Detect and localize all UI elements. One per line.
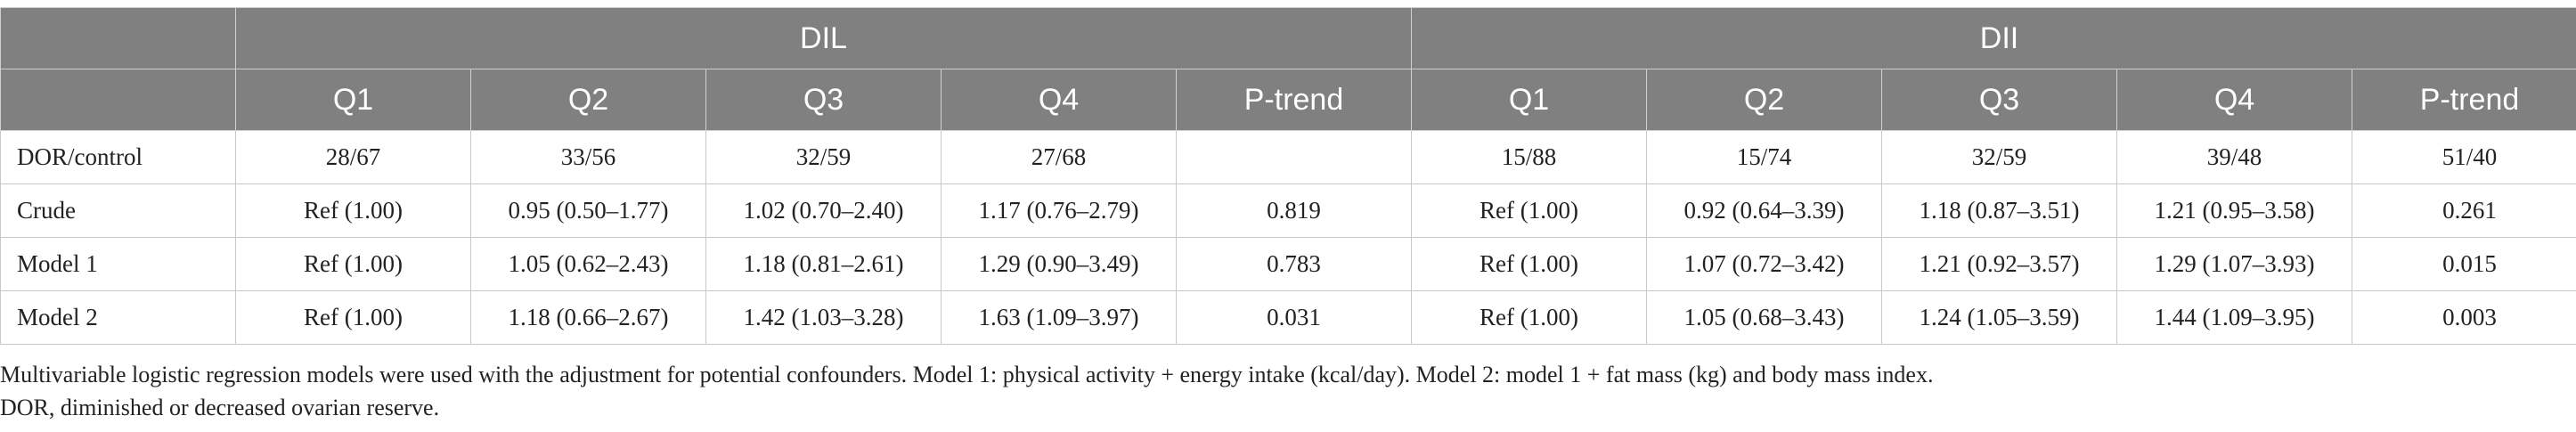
table-cell: 28/67	[235, 130, 471, 184]
table-cell: 0.031	[1175, 290, 1413, 345]
table-cell: 1.42 (1.03–3.28)	[705, 290, 942, 345]
row-label: DOR/control	[0, 130, 236, 184]
table-cell: 1.63 (1.09–3.97)	[941, 290, 1177, 345]
table-cell: 1.29 (1.07–3.93)	[2116, 237, 2353, 291]
corner-cell	[0, 69, 236, 131]
table-cell: 1.44 (1.09–3.95)	[2116, 290, 2353, 345]
column-header: Q4	[941, 69, 1177, 131]
table-cell	[1175, 130, 1413, 184]
column-header: Q3	[705, 69, 942, 131]
column-header: P-trend	[2352, 69, 2576, 131]
table-cell: 51/40	[2352, 130, 2576, 184]
row-label: Model 2	[0, 290, 236, 345]
group-header-dii: DII	[1411, 7, 2576, 69]
table-cell: 1.29 (0.90–3.49)	[941, 237, 1177, 291]
table-cell: 1.24 (1.05–3.59)	[1881, 290, 2118, 345]
table-cell: Ref (1.00)	[235, 290, 471, 345]
table-cell: Ref (1.00)	[1411, 290, 1648, 345]
table-cell: 0.261	[2352, 183, 2576, 238]
table-footnotes: Multivariable logistic regression models…	[0, 358, 2576, 424]
table-cell: 0.783	[1175, 237, 1413, 291]
table-cell: 33/56	[470, 130, 706, 184]
column-header: Q2	[1646, 69, 1883, 131]
table-cell: 1.18 (0.87–3.51)	[1881, 183, 2118, 238]
table-cell: 39/48	[2116, 130, 2353, 184]
footnote-abbreviation: DOR, diminished or decreased ovarian res…	[0, 395, 440, 420]
footnote-models: Multivariable logistic regression models…	[0, 362, 1934, 387]
table-cell: 0.92 (0.64–3.39)	[1646, 183, 1883, 238]
table-cell: 1.18 (0.66–2.67)	[470, 290, 706, 345]
table-cell: 0.819	[1175, 183, 1413, 238]
table-cell: 1.18 (0.81–2.61)	[705, 237, 942, 291]
table-row: DOR/control 28/67 33/56 32/59 27/68 15/8…	[0, 130, 2576, 184]
column-header-row: Q1 Q2 Q3 Q4 P-trend Q1 Q2 Q3 Q4 P-trend	[0, 69, 2576, 131]
group-header-row: DIL DII	[0, 7, 2576, 69]
column-header: Q4	[2116, 69, 2353, 131]
table-cell: Ref (1.00)	[1411, 237, 1648, 291]
column-header: P-trend	[1175, 69, 1413, 131]
results-table-container: DIL DII Q1 Q2 Q3 Q4 P-trend Q1 Q2 Q3 Q4 …	[0, 7, 2576, 345]
table-cell: 1.21 (0.92–3.57)	[1881, 237, 2118, 291]
corner-cell	[0, 7, 236, 69]
table-cell: Ref (1.00)	[235, 183, 471, 238]
results-table: DIL DII Q1 Q2 Q3 Q4 P-trend Q1 Q2 Q3 Q4 …	[0, 7, 2576, 345]
table-cell: 15/88	[1411, 130, 1648, 184]
table-cell: 0.015	[2352, 237, 2576, 291]
table-cell: 27/68	[941, 130, 1177, 184]
table-cell: 1.05 (0.62–2.43)	[470, 237, 706, 291]
table-row: Model 1 Ref (1.00) 1.05 (0.62–2.43) 1.18…	[0, 237, 2576, 291]
row-label: Crude	[0, 183, 236, 238]
table-cell: 15/74	[1646, 130, 1883, 184]
table-cell: 1.07 (0.72–3.42)	[1646, 237, 1883, 291]
table-cell: Ref (1.00)	[235, 237, 471, 291]
table-cell: 32/59	[1881, 130, 2118, 184]
column-header: Q2	[470, 69, 706, 131]
column-header: Q3	[1881, 69, 2118, 131]
table-cell: 0.95 (0.50–1.77)	[470, 183, 706, 238]
group-header-dil: DIL	[234, 7, 1413, 69]
column-header: Q1	[1411, 69, 1648, 131]
table-cell: Ref (1.00)	[1411, 183, 1648, 238]
table-cell: 0.003	[2352, 290, 2576, 345]
column-header: Q1	[235, 69, 471, 131]
table-row: Crude Ref (1.00) 0.95 (0.50–1.77) 1.02 (…	[0, 183, 2576, 238]
table-cell: 32/59	[705, 130, 942, 184]
table-row: Model 2 Ref (1.00) 1.18 (0.66–2.67) 1.42…	[0, 290, 2576, 345]
table-cell: 1.21 (0.95–3.58)	[2116, 183, 2353, 238]
table-cell: 1.02 (0.70–2.40)	[705, 183, 942, 238]
row-label: Model 1	[0, 237, 236, 291]
table-cell: 1.17 (0.76–2.79)	[941, 183, 1177, 238]
table-cell: 1.05 (0.68–3.43)	[1646, 290, 1883, 345]
